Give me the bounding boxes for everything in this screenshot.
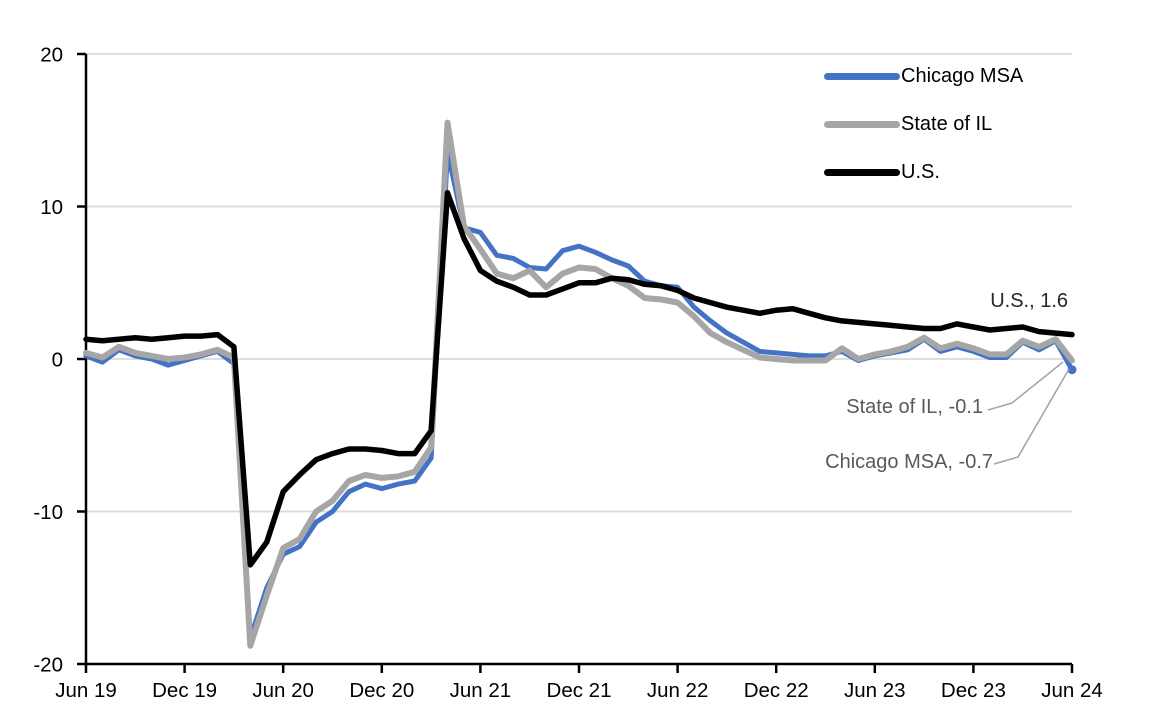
- annotation-leader-line: [987, 361, 1064, 411]
- series-line-state-of-il: [83, 119, 1075, 649]
- legend-swatch-chicago-msa: [824, 73, 900, 80]
- annotation-leader-line: [993, 368, 1070, 465]
- y-tick-label: 10: [40, 196, 63, 219]
- x-tick-label: Dec 23: [941, 679, 1006, 702]
- x-tick-label: Jun 23: [844, 679, 906, 702]
- chart-legend: Chicago MSA State of IL U.S.: [824, 63, 1023, 186]
- x-tick-label: Jun 19: [55, 679, 117, 702]
- annotation-u-s-1-6: U.S., 1.6: [990, 290, 1068, 312]
- legend-swatch-u-s: [824, 169, 900, 176]
- y-tick-label: -10: [33, 501, 63, 524]
- x-tick-label: Jun 21: [450, 679, 512, 702]
- annotation-state-of-il-0-1: State of IL, -0.1: [846, 396, 983, 418]
- legend-swatch-state-of-il: [824, 121, 900, 128]
- legend-item-u-s: U.S.: [824, 159, 1023, 186]
- x-tick-label: Dec 20: [349, 679, 414, 702]
- x-tick-label: Dec 22: [744, 679, 809, 702]
- x-tick-label: Dec 19: [152, 679, 217, 702]
- annotation-chicago-msa-0-7: Chicago MSA, -0.7: [825, 451, 993, 473]
- series-end-marker-chicago-msa: [1067, 365, 1077, 375]
- x-tick-label: Jun 20: [252, 679, 314, 702]
- y-tick-label: 20: [40, 44, 63, 67]
- legend-label-u-s: U.S.: [901, 161, 940, 183]
- y-tick-label: -20: [33, 654, 63, 677]
- legend-item-chicago-msa: Chicago MSA: [824, 63, 1023, 90]
- y-tick-label: 0: [52, 349, 63, 372]
- series-line-u-s: [83, 190, 1075, 568]
- legend-item-state-of-il: State of IL: [824, 111, 1023, 138]
- legend-label-chicago-msa: Chicago MSA: [901, 65, 1024, 87]
- x-tick-label: Jun 24: [1041, 679, 1103, 702]
- legend-label-state-of-il: State of IL: [901, 113, 993, 135]
- x-tick-label: Dec 21: [547, 679, 612, 702]
- x-tick-label: Jun 22: [647, 679, 709, 702]
